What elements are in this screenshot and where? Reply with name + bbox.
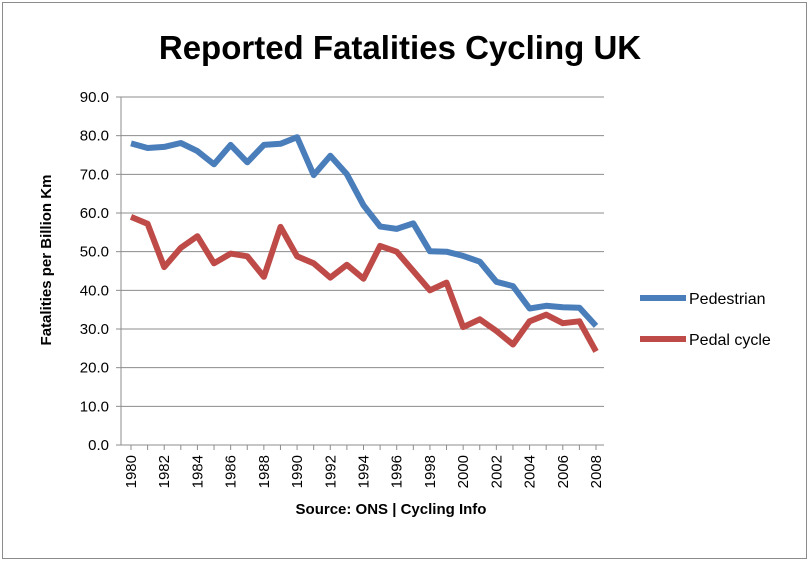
x-tick-label: 2000 xyxy=(455,455,472,488)
legend: Pedestrian Pedal cycle xyxy=(640,291,771,349)
series-line-pedal-cycle xyxy=(129,214,599,353)
legend-label: Pedestrian xyxy=(689,291,766,308)
x-tick-label: 1982 xyxy=(156,455,173,488)
y-tick-label: 0.0 xyxy=(88,437,109,454)
x-tick-label: 1984 xyxy=(189,455,206,488)
y-tick-label: 10.0 xyxy=(80,398,109,415)
x-tick-label: 2002 xyxy=(488,455,505,488)
x-tick-label: 1986 xyxy=(223,455,240,488)
x-tick-label: 1994 xyxy=(356,455,373,488)
y-tick-label: 60.0 xyxy=(80,205,109,222)
x-tick-label: 2006 xyxy=(555,455,572,488)
x-tick-label: 1996 xyxy=(389,455,406,488)
series-line-pedestrian xyxy=(130,134,599,328)
series-lines xyxy=(129,134,599,353)
x-tick-label: 1998 xyxy=(422,455,439,488)
y-tick-label: 80.0 xyxy=(80,128,109,145)
legend-label: Pedal cycle xyxy=(689,332,771,349)
y-axis-label: Fatalities per Billion Km xyxy=(38,175,55,346)
y-tick-label: 70.0 xyxy=(80,166,109,183)
y-tick-label: 90.0 xyxy=(80,89,109,106)
y-tick-label: 30.0 xyxy=(80,321,109,338)
x-tick-labels: 1980 1982 1984 1986 1988 1990 1992 1994 1996 1998… xyxy=(123,455,605,488)
y-tick-label: 50.0 xyxy=(80,244,109,261)
x-tick-label: 1990 xyxy=(289,455,306,488)
x-tick-label: 2004 xyxy=(522,455,539,488)
x-axis-label: Source: ONS | Cycling Info xyxy=(296,501,487,518)
x-tick-label: 2008 xyxy=(588,455,605,488)
axes xyxy=(116,96,604,450)
x-tick-label: 1988 xyxy=(256,455,273,488)
y-tick-labels: 0.0 10.0 20.0 30.0 40.0 50.0 60.0 70.0 80.0 90.0 xyxy=(80,89,109,454)
y-tick-label: 40.0 xyxy=(80,282,109,299)
grid-lines xyxy=(121,96,604,407)
y-tick-label: 20.0 xyxy=(80,360,109,377)
x-tick-label: 1992 xyxy=(322,455,339,488)
chart-title: Reported Fatalities Cycling UK xyxy=(159,29,641,66)
x-tick-label: 1980 xyxy=(123,455,140,488)
